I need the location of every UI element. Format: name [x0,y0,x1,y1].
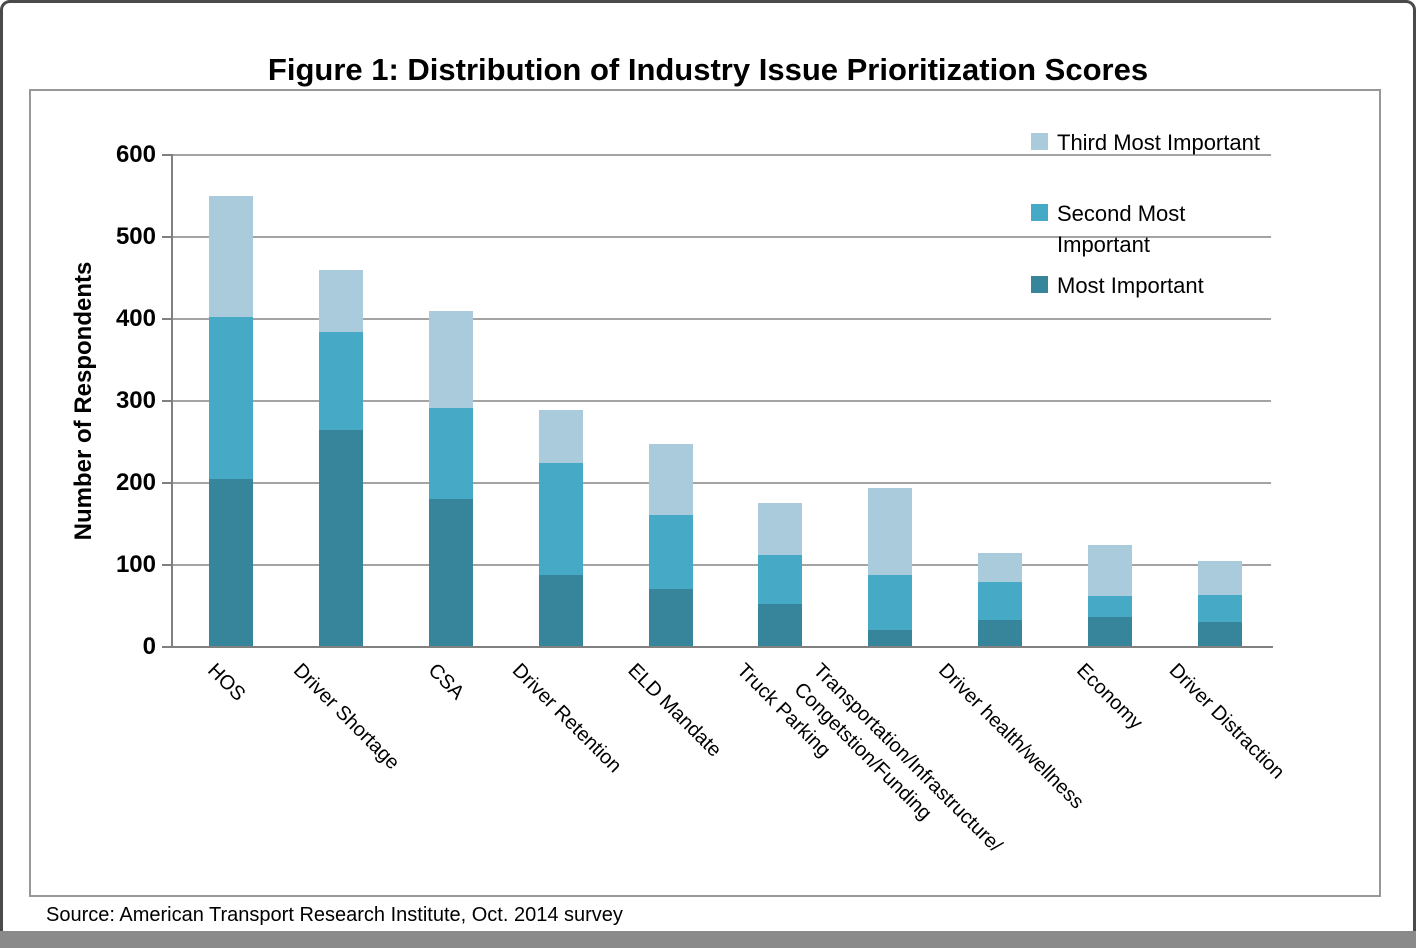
y-axis-tick-label: 400 [115,305,156,332]
y-axis-title: Number of Respondents [70,261,97,541]
bar-segment [428,310,473,409]
bar-segment [978,552,1023,583]
bar-segment [1088,617,1133,647]
legend-swatch [1031,204,1048,221]
bar-segment [538,463,583,575]
y-axis-tick-label: 100 [115,551,156,578]
y-axis-tick-label: 200 [115,469,156,496]
bar-segment [1198,560,1243,596]
bar-segment [868,487,913,575]
bar-segment [428,408,473,500]
bar-segment [318,332,363,430]
gridline [172,154,1271,156]
y-axis-tick-label: 0 [142,633,156,660]
bar-segment [978,619,1023,647]
bar-segment [758,502,803,556]
bar-segment [868,574,913,630]
legend-swatch [1031,276,1048,293]
bar-segment [538,574,583,647]
chart-title: Figure 1: Distribution of Industry Issue… [267,52,1149,87]
legend-label: Most Important [1057,273,1204,298]
y-axis-tick [162,400,173,402]
gridline [172,400,1271,402]
y-axis-tick [162,154,173,156]
bar-segment [648,444,693,515]
bar-segment [1088,544,1133,597]
bar-segment [318,269,363,333]
y-axis-tick-label: 500 [115,223,156,250]
bar-segment [208,196,253,318]
gridline [172,318,1271,320]
x-axis-label: CSA [423,659,469,705]
bar-segment [978,582,1023,620]
x-axis-label: Driver Retention [507,659,626,778]
bar-segment [318,429,363,647]
legend-item: Third Most Important [1031,127,1260,158]
y-axis-tick [162,482,173,484]
x-axis-label: Driver Shortage [288,659,404,775]
gridline [172,482,1271,484]
x-axis-label: HOS [203,659,250,706]
y-axis-tick-label: 300 [115,387,156,414]
source-note: Source: American Transport Research Inst… [46,904,623,926]
y-axis-tick [162,236,173,238]
y-axis-tick-label: 600 [115,141,156,168]
gridline [172,564,1271,566]
bar-segment [758,604,803,647]
bottom-gray-band [0,931,1416,948]
bar-segment [1198,595,1243,623]
legend-item: Second Most Important [1031,198,1185,260]
y-axis-tick [162,564,173,566]
legend-swatch [1031,133,1048,150]
chart-area-border [29,89,1381,897]
bar-segment [868,629,913,647]
legend-label: Second Most Important [1057,201,1186,257]
bar-segment [208,317,253,479]
gridline [172,236,1271,238]
bar-segment [648,588,693,647]
x-axis-label: ELD Mandate [623,659,726,762]
bar-segment [538,410,583,464]
bar-segment [208,478,253,647]
y-axis-tick [162,318,173,320]
y-axis-tick [162,646,173,648]
bar-segment [758,555,803,605]
bar-segment [1198,622,1243,647]
x-axis-line [171,646,1273,648]
bar-segment [428,499,473,647]
legend-item: Most Important [1031,270,1204,301]
legend-label: Third Most Important [1057,130,1260,155]
bar-segment [648,514,693,589]
x-axis-label: Economy [1072,659,1147,734]
bar-segment [1088,596,1133,618]
x-axis-label: Driver Distraction [1164,659,1289,784]
